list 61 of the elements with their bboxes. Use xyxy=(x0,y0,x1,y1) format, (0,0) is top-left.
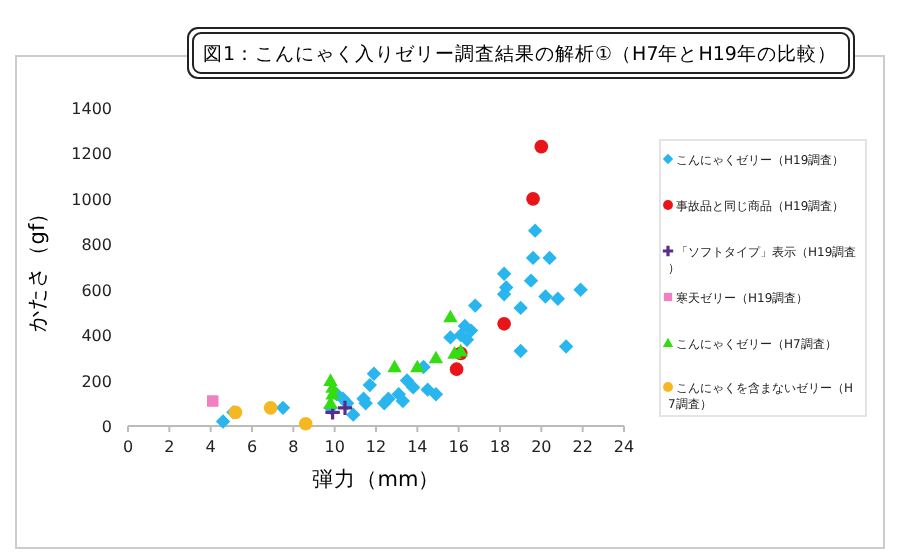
point xyxy=(428,350,444,364)
point xyxy=(513,343,528,359)
y-axis-title: かたさ（gf） xyxy=(26,201,50,333)
x-tick-label: 14 xyxy=(407,438,428,456)
x-tick-label: 22 xyxy=(572,438,593,456)
x-tick-label: 2 xyxy=(164,438,175,456)
y-tick-label: 200 xyxy=(81,372,112,391)
point xyxy=(298,416,313,431)
chart-title: 図1：こんにゃく入りゼリー調査結果の解析①（H7年とH19年の比較） xyxy=(203,42,837,66)
x-tick-label: 6 xyxy=(246,438,258,456)
y-tick-label: 1400 xyxy=(71,100,112,118)
x-tick-label: 4 xyxy=(205,438,216,456)
point xyxy=(362,377,377,393)
y-tick-label: 0 xyxy=(101,418,112,436)
point xyxy=(534,139,549,154)
point xyxy=(428,387,444,402)
point xyxy=(366,366,382,381)
point xyxy=(523,273,539,288)
x-axis-title: 弾力（mm） xyxy=(311,466,441,492)
point xyxy=(527,223,543,238)
point xyxy=(496,266,512,282)
point xyxy=(550,291,566,306)
point xyxy=(542,250,557,266)
point xyxy=(387,359,402,373)
y-tick-label: 1200 xyxy=(71,145,112,164)
y-tick-label: 800 xyxy=(81,236,112,255)
point xyxy=(463,323,479,338)
point xyxy=(513,300,528,316)
point xyxy=(443,309,458,323)
x-tick-label: 18 xyxy=(489,438,511,456)
point xyxy=(443,330,458,345)
x-tick-label: 20 xyxy=(531,438,552,456)
point xyxy=(395,393,411,409)
x-tick-label: 10 xyxy=(324,438,345,456)
y-tick-label: 1000 xyxy=(71,190,112,209)
point xyxy=(459,332,475,347)
x-tick-label: 8 xyxy=(288,438,299,456)
point xyxy=(206,395,219,407)
x-tick-label: 12 xyxy=(365,438,387,456)
point xyxy=(538,289,553,304)
point xyxy=(449,362,464,377)
point xyxy=(558,339,574,354)
x-tick-label: 0 xyxy=(122,438,134,456)
x-tick-label: 24 xyxy=(613,438,635,456)
point xyxy=(275,400,291,416)
point xyxy=(525,250,541,266)
point xyxy=(406,380,421,395)
y-tick-label: 600 xyxy=(81,281,112,300)
point xyxy=(336,399,354,417)
point xyxy=(468,298,483,313)
point xyxy=(263,400,278,415)
x-tick-label: 16 xyxy=(448,438,469,456)
point xyxy=(526,192,540,206)
y-tick-label: 400 xyxy=(81,327,112,346)
point xyxy=(410,359,425,373)
point xyxy=(346,407,361,422)
point xyxy=(381,391,396,406)
point xyxy=(420,382,435,397)
point xyxy=(497,316,511,331)
point xyxy=(573,282,588,297)
point xyxy=(215,414,231,429)
